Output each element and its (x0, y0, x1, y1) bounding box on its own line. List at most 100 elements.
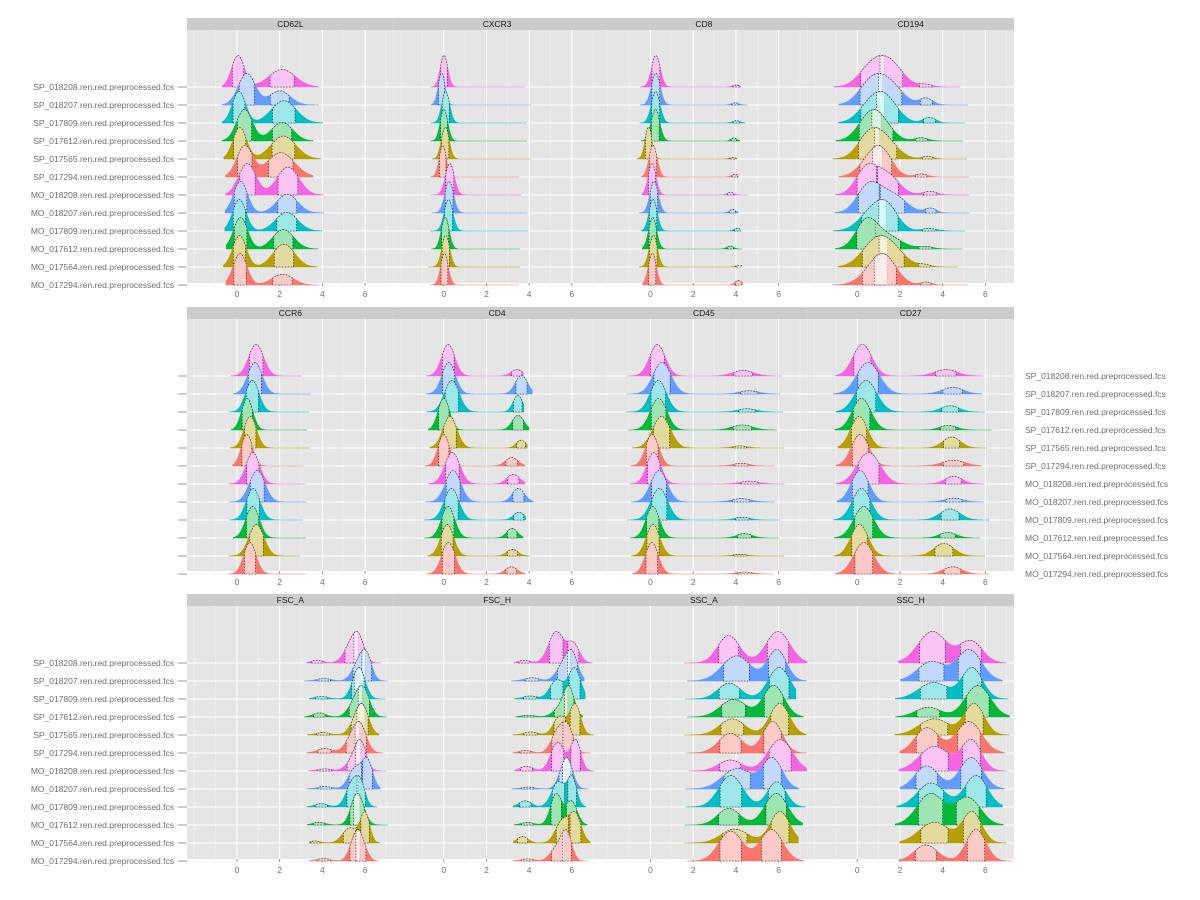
facet-row-1: CD62L 0 2 4 6 CXCR3 0 2 4 6 CD8 0 2 4 6 CD194 0 2 4 6 SP_018… (31, 18, 1014, 299)
gate-region (651, 108, 660, 142)
density-ridge (230, 344, 302, 377)
strip-label-CD194: CD194 (897, 19, 924, 29)
gate-region (569, 811, 582, 844)
panel-CD62L: CD62L 0 2 4 6 (187, 18, 394, 299)
gate-region (272, 273, 293, 286)
gate-region (521, 786, 535, 790)
gate-region (920, 97, 933, 106)
gate-region (317, 748, 332, 754)
gate-region (311, 659, 323, 664)
ridges-CD8 (636, 55, 749, 286)
gate-region (645, 126, 652, 160)
gate-region (520, 766, 533, 772)
gate-region (554, 684, 568, 718)
gate-region (513, 394, 523, 413)
x-tick-label: 4 (940, 289, 945, 299)
gate-region (918, 661, 945, 682)
gate-region (735, 265, 742, 268)
gate-region (523, 695, 537, 700)
gate-region (511, 369, 523, 377)
panel-background (393, 30, 601, 283)
x-tick-label: 2 (484, 289, 489, 299)
ridges-SSC_H (894, 631, 1012, 862)
gate-region (519, 750, 532, 754)
gate-region (513, 511, 524, 521)
strip-CD62L (187, 18, 394, 30)
sample-label: MO_017564.ren.red.preprocessed.fcs (31, 262, 174, 272)
sample-label: MO_018207.ren.red.preprocessed.fcs (31, 208, 174, 218)
gate-region (941, 405, 959, 413)
sample-label: MO_017612.ren.red.preprocessed.fcs (31, 820, 174, 830)
sample-label: SP_017809.ren.red.preprocessed.fcs (33, 118, 174, 128)
x-tick-label: 2 (691, 577, 696, 587)
x-tick-label: 4 (734, 289, 739, 299)
ridges-FSC_A (304, 631, 388, 862)
sample-label: MO_017809.ren.red.preprocessed.fcs (31, 226, 174, 236)
gate-region (719, 733, 742, 754)
gate-region (277, 193, 297, 214)
gate-region (915, 844, 937, 862)
x-tick-label: 4 (734, 577, 739, 587)
gate-region (309, 840, 321, 844)
ridges-CD62L (221, 55, 325, 286)
gate-region (733, 370, 753, 377)
x-tick-label: 6 (776, 289, 781, 299)
panel-background (600, 319, 808, 571)
panel-CD4: CD4 0 2 4 6 (393, 307, 601, 587)
gate-region (735, 517, 750, 521)
gate-region (719, 775, 742, 808)
gate-region (920, 281, 932, 286)
gate-region (551, 741, 564, 772)
gate-region (444, 380, 459, 413)
gate-region (734, 228, 741, 232)
density-ridge (224, 199, 323, 232)
gate-region (269, 69, 295, 88)
gate-region (873, 253, 897, 286)
gate-region (919, 631, 946, 664)
x-tick-label: 2 (484, 577, 489, 587)
gate-region (277, 166, 299, 196)
panel-FSC_H: FSC_H 0 2 4 6 (393, 594, 601, 875)
x-tick-label: 2 (277, 289, 282, 299)
gate-region (878, 199, 899, 232)
gate-region (732, 84, 740, 88)
gate-region (507, 549, 518, 557)
sample-label: MO_017294.ren.red.preprocessed.fcs (31, 856, 174, 866)
gate-region (562, 721, 574, 754)
gate-region (550, 793, 562, 826)
panel-CD194: CD194 0 2 4 6 (807, 18, 1014, 299)
gate-region (273, 229, 294, 250)
x-tick-label: 4 (320, 289, 325, 299)
panel-CCR6: CCR6 0 2 4 6 (187, 307, 394, 587)
strip-FSC_H (393, 594, 601, 606)
x-tick-label: 6 (570, 289, 575, 299)
sample-label: SP_018207.ren.red.preprocessed.fcs (33, 100, 174, 110)
gate-region (854, 542, 873, 575)
panel-CD45: CD45 0 2 4 6 (600, 307, 808, 587)
gate-region (925, 207, 937, 214)
panel-CD27: CD27 0 2 4 6 (807, 307, 1014, 587)
gate-region (562, 829, 572, 862)
gate-region (738, 408, 756, 413)
strip-CD45 (600, 307, 808, 319)
gate-region (233, 253, 247, 286)
gate-region (272, 122, 292, 142)
gate-region (438, 434, 450, 467)
sample-label: SP_018207.ren.red.preprocessed.fcs (33, 676, 174, 686)
gate-region (361, 649, 372, 682)
x-tick-label: 0 (855, 289, 860, 299)
gate-region (723, 655, 750, 682)
gate-region (918, 793, 943, 826)
panel-SSC_A: SSC_A 0 2 4 6 (600, 594, 808, 875)
gate-region (940, 508, 960, 521)
gate-region (355, 829, 367, 862)
gate-region (945, 475, 962, 485)
gate-region (732, 120, 740, 124)
sample-label: SP_018207.ren.red.preprocessed.fcs (1025, 389, 1166, 399)
panel-background (393, 319, 601, 571)
x-tick-label: 6 (776, 577, 781, 587)
ridges-CXCR3 (428, 54, 532, 286)
strip-SSC_H (807, 594, 1014, 606)
sample-label: MO_017809.ren.red.preprocessed.fcs (1025, 515, 1168, 525)
gate-region (718, 682, 740, 700)
